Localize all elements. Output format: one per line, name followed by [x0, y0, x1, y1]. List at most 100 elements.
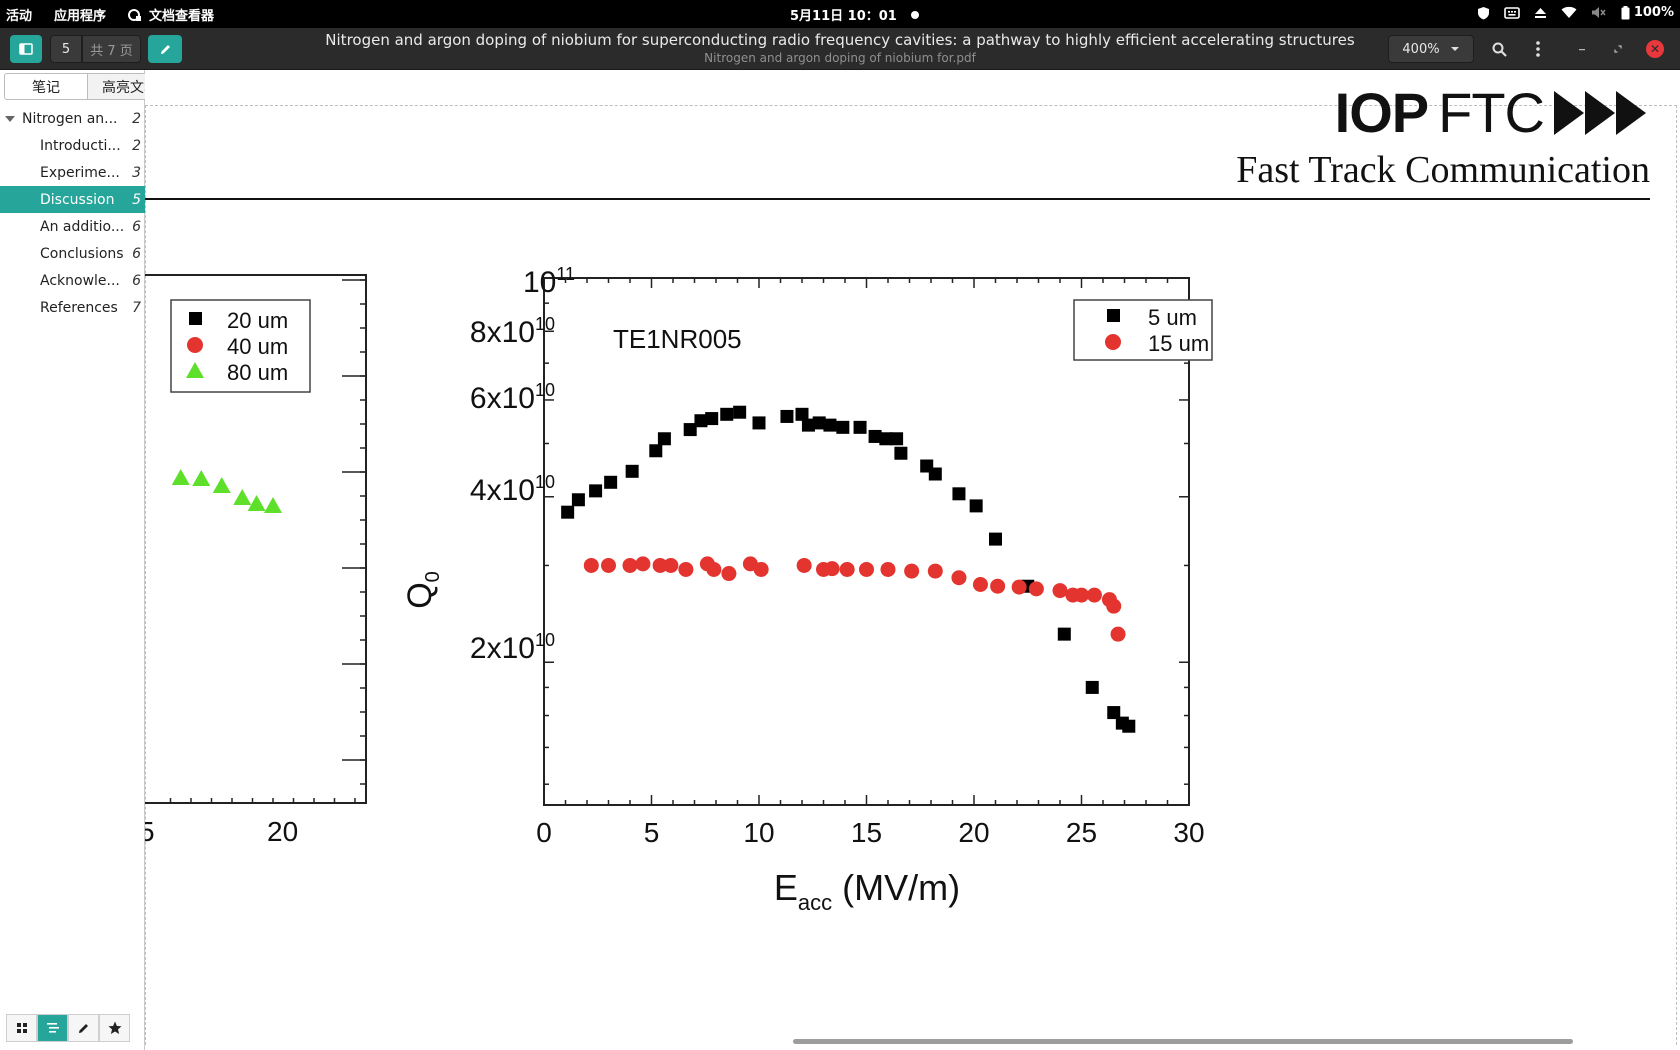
outline-list-icon — [46, 1023, 59, 1033]
data-point-5um — [625, 464, 639, 478]
minimize-button[interactable] — [1570, 35, 1594, 63]
data-point-15um — [1086, 587, 1102, 603]
annotate-button[interactable] — [148, 35, 182, 63]
shield-icon[interactable] — [1477, 6, 1490, 20]
data-point-80um — [192, 470, 211, 486]
document-filename: Nitrogen and argon doping of niobium for… — [704, 51, 976, 65]
journal-section-title: Fast Track Communication — [1236, 149, 1650, 191]
data-point-5um — [952, 487, 966, 501]
left-plot-points — [171, 469, 282, 513]
data-point-5um — [795, 407, 809, 421]
data-point-15um — [927, 563, 943, 579]
data-point-80um — [212, 477, 231, 493]
y-tick-label-1e11: 1011 — [523, 264, 575, 299]
search-icon — [1492, 42, 1507, 57]
x-tick-label: 30 — [1173, 817, 1204, 848]
applications-menu[interactable]: 应用程序 — [54, 9, 107, 24]
legend-label-80um: 80 um — [227, 360, 288, 385]
tab-notes-label: 笔记 — [32, 79, 60, 96]
data-point-5um — [561, 505, 575, 519]
x-tick-label: 20 — [958, 817, 989, 848]
x-tick-label: 15 — [851, 817, 882, 848]
sidebar-view-switcher — [6, 1014, 130, 1042]
legend-label-15um: 15 um — [1148, 331, 1209, 356]
data-point-15um — [1106, 598, 1122, 614]
outline-item-discussion[interactable]: Discussion 5 — [0, 186, 145, 213]
data-point-5um — [928, 467, 942, 481]
data-point-15um — [663, 557, 679, 573]
outline-label: Nitrogen an... — [22, 110, 118, 127]
zoom-selector[interactable]: 400% — [1388, 35, 1474, 63]
data-point-5um — [823, 418, 837, 432]
annotations-button[interactable] — [68, 1014, 99, 1042]
data-point-15um — [583, 557, 599, 573]
outline-item-acknowledgements[interactable]: Acknowle... 6 — [0, 267, 145, 294]
outline-item-conclusions[interactable]: Conclusions 6 — [0, 240, 145, 267]
sidebar-toggle-button[interactable] — [10, 35, 42, 63]
outline-item-additional[interactable]: An additio... 6 — [0, 213, 145, 240]
outline-page: 2 — [132, 137, 141, 154]
data-point-15um — [1074, 587, 1089, 603]
zoom-level: 400% — [1402, 41, 1440, 57]
activities-button[interactable]: 活动 — [6, 9, 33, 24]
outline-button[interactable] — [37, 1014, 68, 1042]
outline-item-references[interactable]: References 7 — [0, 294, 145, 321]
close-button[interactable]: ✕ — [1643, 35, 1667, 63]
data-point-5um — [752, 416, 766, 430]
app-menu[interactable]: 文档查看器 — [128, 5, 214, 24]
clock[interactable]: 5月11日 10：01 — [790, 5, 919, 24]
chevron-down-icon — [1450, 47, 1459, 51]
data-point-5um — [733, 405, 747, 419]
maximize-button[interactable] — [1606, 35, 1630, 63]
app-name: 文档查看器 — [149, 9, 215, 24]
data-point-5um — [604, 475, 618, 489]
data-point-15um — [824, 561, 840, 577]
data-point-15um — [635, 556, 651, 572]
data-point-15um — [990, 578, 1006, 594]
menu-button[interactable] — [1523, 35, 1553, 63]
legend-marker-square — [189, 312, 202, 325]
thumbnails-button[interactable] — [6, 1014, 37, 1042]
outline-item-title[interactable]: Nitrogen an... 2 — [0, 105, 145, 132]
restore-icon — [1614, 45, 1622, 53]
data-point-15um — [859, 561, 874, 577]
legend-marker-square — [1107, 309, 1120, 322]
document-view[interactable]: IOP FTC Fast Track Communication 20 um 4… — [145, 70, 1680, 1050]
data-point-5um — [812, 416, 826, 430]
data-point-5um — [649, 444, 663, 458]
y-tick-label-6e10: 6x1010 — [470, 380, 555, 415]
outline-item-introduction[interactable]: Introducti... 2 — [0, 132, 145, 159]
y-tick-label-4e10: 4x1010 — [470, 472, 555, 507]
battery-indicator[interactable]: 100% — [1621, 5, 1674, 20]
data-point-5um — [720, 407, 734, 421]
horizontal-scrollbar[interactable] — [793, 1039, 1573, 1044]
search-button[interactable] — [1484, 35, 1514, 63]
volume-muted-icon[interactable] — [1591, 6, 1607, 19]
document-viewer-icon — [128, 8, 142, 21]
data-point-5um — [694, 414, 708, 428]
left-legend: 20 um 40 um 80 um — [170, 299, 311, 393]
bookmarks-button[interactable] — [99, 1014, 130, 1042]
tab-notes[interactable]: 笔记 — [4, 73, 88, 100]
headerbar: 5 共 7 页 Nitrogen and argon doping of nio… — [0, 28, 1680, 70]
page-total-text: 共 7 页 — [90, 43, 133, 59]
expander-arrow-icon[interactable] — [5, 115, 15, 122]
outline-item-experimental[interactable]: Experime... 3 — [0, 159, 145, 186]
legend-label-20um: 20 um — [227, 308, 288, 333]
battery-icon — [1621, 5, 1630, 19]
keyboard-icon[interactable] — [1504, 6, 1520, 19]
data-point-15um — [1052, 583, 1068, 599]
eject-icon[interactable] — [1534, 7, 1547, 19]
page-number-input[interactable]: 5 — [50, 35, 82, 63]
outline-label: Introducti... — [40, 137, 121, 154]
outline-page: 3 — [132, 164, 141, 181]
chart-left-partial: 20 um 40 um 80 um 5 20 — [145, 274, 367, 847]
data-point-15um — [622, 557, 638, 573]
wifi-icon[interactable] — [1561, 6, 1577, 19]
data-point-80um — [233, 489, 252, 505]
outline-page: 5 — [132, 191, 141, 208]
grid-icon — [16, 1023, 27, 1033]
x-tick-label: 10 — [743, 817, 774, 848]
data-point-15um — [839, 561, 855, 577]
x-axis-label: Eacc (MV/m) — [774, 867, 960, 915]
